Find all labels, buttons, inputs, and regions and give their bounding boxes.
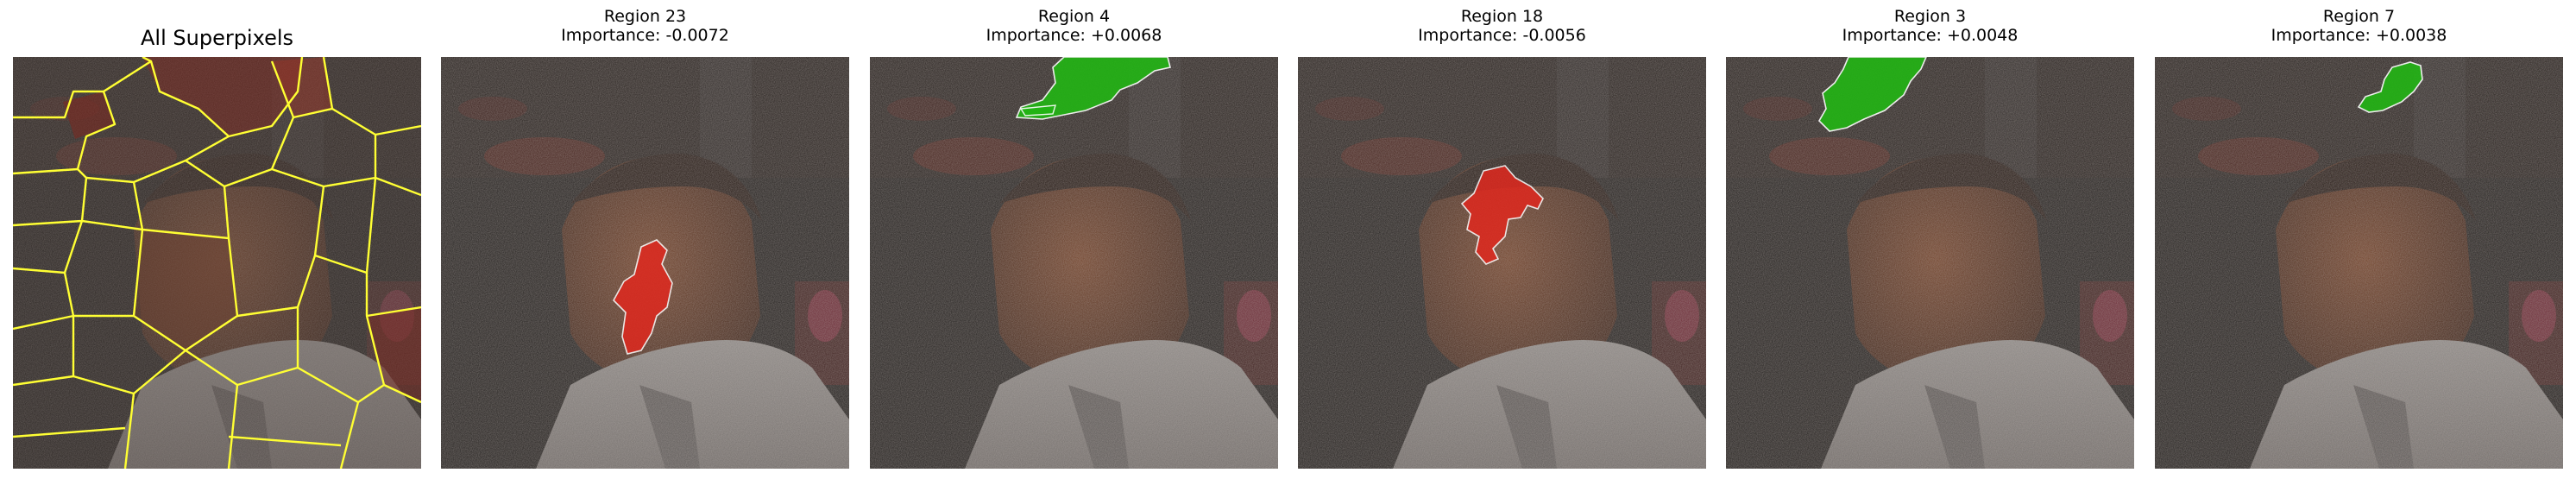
region-image: [441, 57, 849, 469]
panel-all-superpixels: All Superpixels: [13, 0, 421, 479]
panel-region-18: Region 18 Importance: -0.0056: [1298, 0, 1706, 479]
panel-region-4: Region 4 Importance: +0.0068: [870, 0, 1278, 479]
panel-title: All Superpixels: [141, 26, 293, 50]
region-title: Region 3: [1893, 7, 1967, 26]
region-title: Region 7: [2322, 7, 2396, 26]
panel-region-7: Region 7 Importance: +0.0038: [2155, 0, 2563, 479]
region-importance: Importance: +0.0068: [986, 26, 1162, 45]
region-image: [1298, 57, 1706, 469]
region-title: Region 4: [1037, 7, 1111, 26]
region-mask: [2357, 61, 2423, 113]
region-importance: Importance: +0.0048: [1842, 26, 2019, 45]
region-importance: Importance: -0.0072: [561, 26, 729, 45]
segmentation-image: [13, 57, 421, 469]
region-image: [2155, 57, 2563, 469]
superpixel-boundaries: [13, 57, 421, 469]
region-image: [1726, 57, 2134, 469]
region-importance: Importance: -0.0056: [1418, 26, 1586, 45]
region-mask: [1015, 57, 1171, 120]
region-title: Region 18: [1460, 7, 1544, 26]
region-mask: [613, 239, 673, 355]
region-image: [870, 57, 1278, 469]
panel-region-23: Region 23 Importance: -0.0072: [441, 0, 849, 479]
region-importance: Importance: +0.0038: [2271, 26, 2447, 45]
region-title: Region 23: [603, 7, 687, 26]
panel-region-3: Region 3 Importance: +0.0048: [1726, 0, 2134, 479]
region-mask: [1818, 57, 1927, 132]
region-mask: [1460, 165, 1544, 265]
